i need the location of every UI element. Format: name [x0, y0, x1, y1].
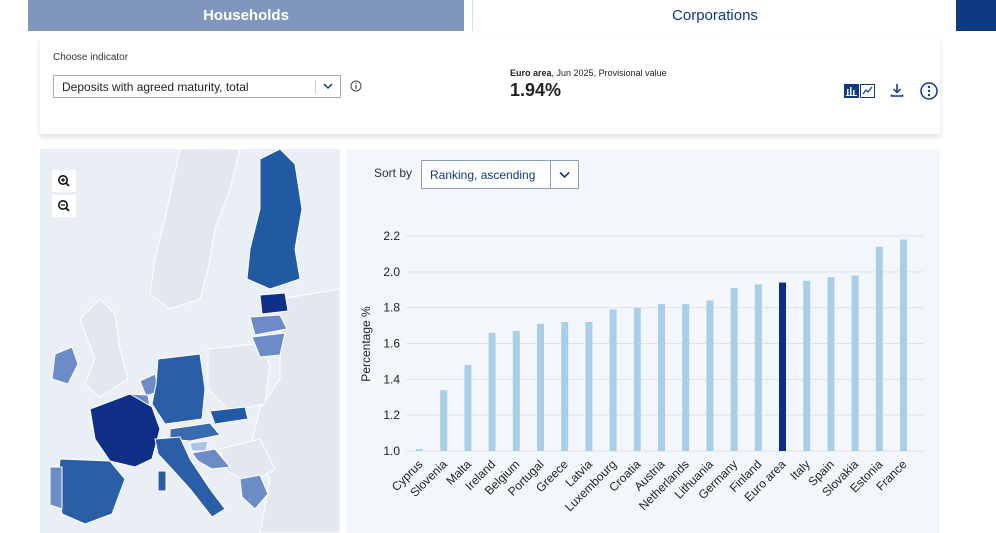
map-italy — [154, 436, 226, 518]
bar — [464, 365, 472, 451]
select-divider — [315, 80, 316, 94]
bar — [512, 330, 520, 451]
bar — [706, 300, 714, 451]
bar — [440, 390, 448, 451]
bar — [779, 282, 786, 451]
info-icon[interactable] — [350, 80, 362, 92]
indicator-panel: Choose indicator Deposits with agreed ma… — [40, 38, 940, 134]
sort-select-divider — [550, 161, 551, 188]
y-axis-label: Percentage % — [359, 306, 373, 382]
map-scandinavia-land — [149, 149, 241, 310]
bar — [561, 322, 569, 451]
choose-indicator-label: Choose indicator — [53, 52, 129, 63]
sort-label: Sort by — [374, 166, 413, 180]
bar — [682, 304, 690, 451]
chevron-down-icon — [559, 171, 570, 179]
bar-chart-icon[interactable] — [844, 84, 859, 98]
map-sardinia — [157, 470, 167, 492]
map-portugal — [49, 466, 63, 510]
bar — [754, 284, 762, 451]
tab-edge-right — [956, 0, 996, 31]
y-tick-label: 2.0 — [383, 265, 400, 279]
indicator-select-value: Deposits with agreed maturity, total — [62, 80, 249, 94]
bar — [827, 277, 835, 451]
bar — [803, 280, 811, 451]
map-canvas — [49, 149, 340, 533]
kpi-caption-rest: , Jun 2025, Provisional value — [551, 68, 667, 78]
y-tick-label: 1.6 — [383, 337, 400, 351]
indicator-select[interactable]: Deposits with agreed maturity, total — [53, 75, 341, 98]
kpi-area: Euro area — [510, 68, 552, 78]
sort-select-value: Ranking, ascending — [430, 168, 536, 182]
map-east-land — [249, 288, 340, 533]
zoom-in-button[interactable] — [52, 170, 76, 192]
map-france — [89, 393, 161, 468]
line-chart-icon[interactable] — [860, 84, 875, 98]
y-tick-label: 1.0 — [383, 444, 400, 458]
map-uk-land — [79, 298, 129, 398]
download-icon[interactable] — [889, 82, 905, 98]
map-estonia — [259, 292, 289, 315]
bar — [633, 307, 641, 451]
map-latvia — [249, 314, 288, 336]
kpi-caption: Euro area, Jun 2025, Provisional value — [510, 68, 667, 78]
y-tick-label: 1.4 — [383, 372, 400, 386]
tab-households[interactable]: Households — [28, 0, 464, 31]
bar — [658, 304, 665, 451]
map-germany — [151, 353, 206, 425]
zoom-in-icon — [58, 175, 70, 187]
map-spain — [57, 458, 126, 525]
map-ireland — [51, 346, 79, 385]
map-slovenia — [189, 440, 209, 452]
map-finland — [246, 149, 303, 290]
y-tick-label: 1.8 — [383, 301, 400, 315]
bar — [416, 449, 423, 451]
sort-select[interactable]: Ranking, ascending — [421, 160, 579, 189]
bar — [488, 332, 496, 451]
more-icon[interactable] — [920, 82, 938, 100]
tab-corporations[interactable]: Corporations — [472, 0, 957, 31]
y-tick-label: 1.2 — [383, 408, 400, 422]
bar — [537, 323, 544, 451]
bar — [609, 309, 617, 451]
map-lithuania — [251, 332, 286, 358]
tab-edge-left — [0, 0, 28, 31]
euro-area-map[interactable] — [40, 149, 340, 533]
zoom-out-button[interactable] — [52, 195, 76, 217]
chart-panel: Sort by Ranking, ascending 1.0 1.2 1.4 1.6 1… — [346, 149, 940, 533]
map-greece — [239, 474, 269, 510]
map-croatia — [191, 448, 231, 470]
y-tick-label: 2.2 — [383, 229, 400, 243]
chevron-down-icon — [323, 83, 333, 90]
bar — [900, 239, 907, 451]
zoom-out-icon — [58, 200, 70, 212]
map-slovakia — [209, 406, 249, 425]
bar — [875, 246, 883, 451]
bar — [585, 322, 593, 451]
kpi-value: 1.94% — [510, 80, 562, 100]
bar — [851, 275, 859, 451]
bar — [730, 287, 738, 451]
tab-bar: Households Corporations — [0, 0, 996, 31]
